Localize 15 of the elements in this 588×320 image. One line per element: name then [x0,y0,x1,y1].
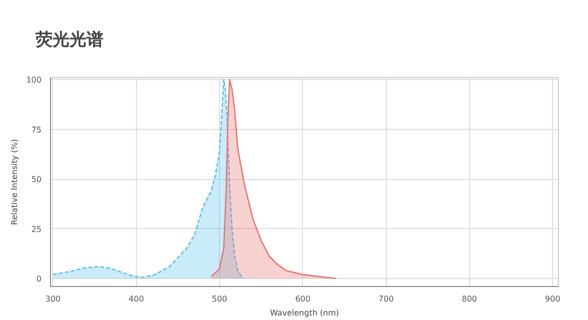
y-tick-label: 50 [31,175,42,184]
x-tick-label: 500 [212,294,228,304]
x-tick-label: 600 [295,294,310,304]
y-axis-title: Relative Intensity (%) [10,138,20,226]
x-tick-label: 800 [462,294,478,304]
x-tick-label: 700 [378,294,394,304]
x-tick-label: 400 [128,294,144,304]
y-tick-label: 75 [31,125,42,134]
x-tick-label: 300 [45,294,61,304]
y-tick-label: 100 [26,75,42,84]
y-tick-label: 0 [36,274,42,284]
y-tick-label: 25 [31,224,42,234]
x-tick-label: 900 [545,294,560,304]
chart-title: 荧光光谱 [34,30,104,50]
x-axis-title: Wavelength (nm) [270,308,340,318]
